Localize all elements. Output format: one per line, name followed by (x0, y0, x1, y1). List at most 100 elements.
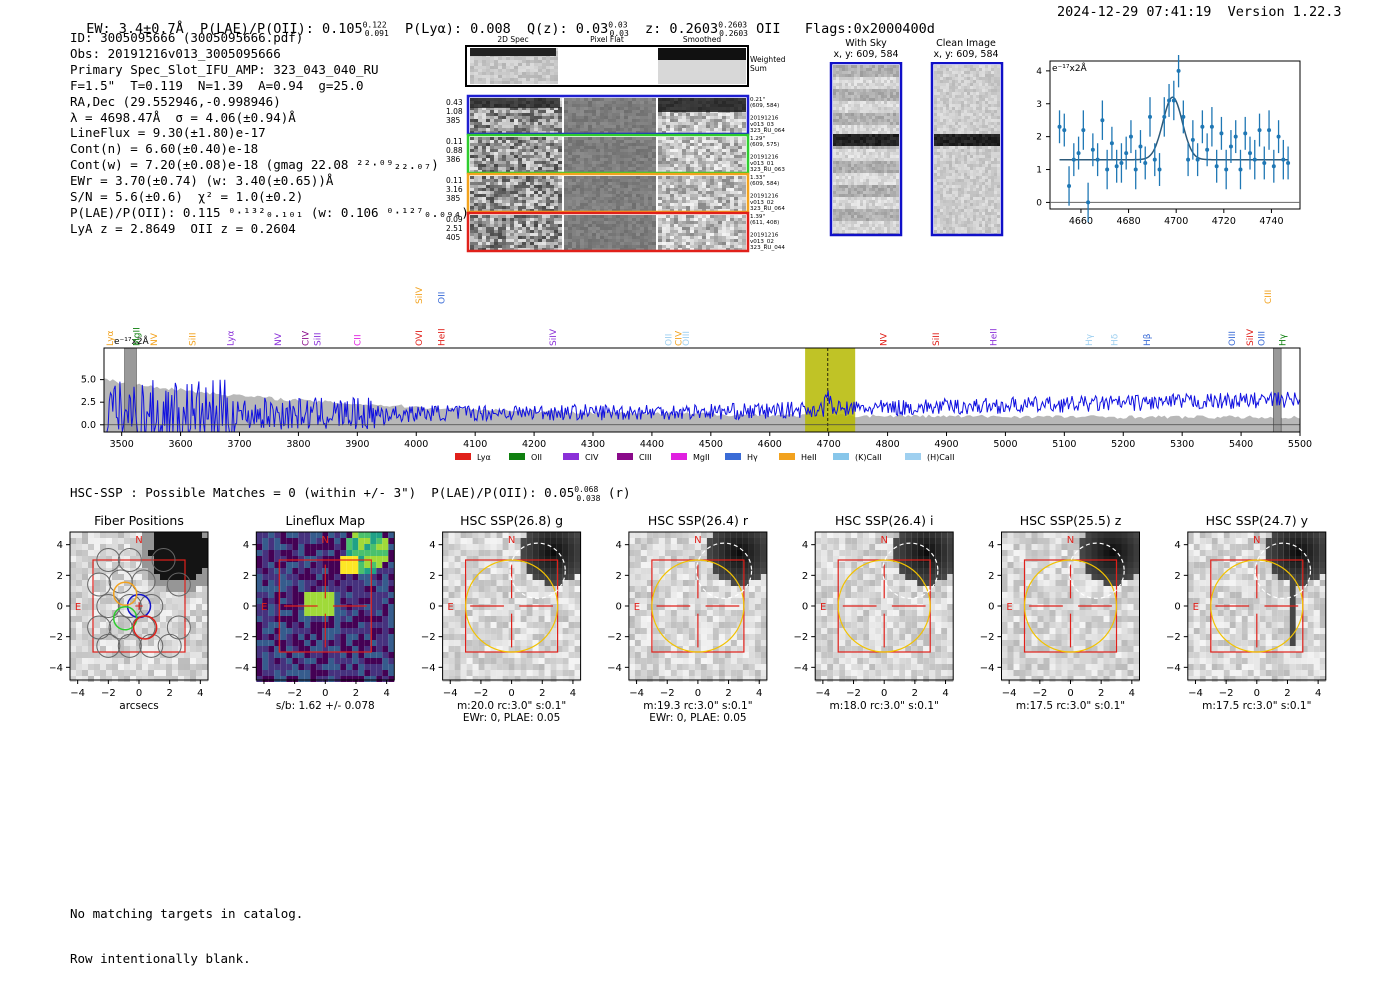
pixel (620, 137, 624, 140)
pixel (863, 80, 866, 83)
pixel (470, 224, 474, 227)
pixel (730, 194, 734, 197)
pixel (568, 116, 572, 119)
pixel (863, 191, 866, 194)
pixel (518, 215, 522, 218)
pixel (690, 167, 694, 170)
pixel (652, 197, 656, 200)
pixel (674, 122, 678, 125)
pixel (884, 110, 887, 113)
pixel (718, 167, 722, 170)
pixel (486, 227, 490, 230)
pixel (632, 236, 636, 239)
pixel (896, 71, 899, 74)
pixel (884, 113, 887, 116)
pixel (494, 143, 498, 146)
pixel (836, 65, 839, 68)
pixel (546, 233, 550, 236)
pixel (686, 161, 690, 164)
pixel (836, 101, 839, 104)
pixel (530, 60, 534, 63)
pixel (542, 167, 546, 170)
pixel (478, 227, 482, 230)
pixel (854, 68, 857, 71)
pixel (510, 60, 514, 63)
pixel (632, 197, 636, 200)
pixel (848, 86, 851, 89)
pixel (686, 236, 690, 239)
pixel (706, 116, 710, 119)
pixel (854, 179, 857, 182)
pixel (572, 176, 576, 179)
pixel (564, 104, 568, 107)
pixel (869, 146, 872, 149)
pixel (848, 188, 851, 191)
pixel (887, 86, 890, 89)
pixel (686, 221, 690, 224)
pixel (596, 215, 600, 218)
pixel (474, 218, 478, 221)
pixel (482, 122, 486, 125)
pixel (893, 218, 896, 221)
pixel (860, 122, 863, 125)
pixel (604, 137, 608, 140)
pixel (486, 137, 490, 140)
pixel (718, 182, 722, 185)
pixel (490, 164, 494, 167)
pixel (674, 143, 678, 146)
pixel (872, 215, 875, 218)
pixel (860, 131, 863, 134)
pixel (526, 215, 530, 218)
pixel (470, 203, 474, 206)
pixel (486, 125, 490, 128)
pixel (538, 242, 542, 245)
pixel (474, 185, 478, 188)
pixel (698, 137, 702, 140)
pixel (564, 224, 568, 227)
pixel (636, 224, 640, 227)
pixel (851, 164, 854, 167)
pixel (632, 137, 636, 140)
pixel (482, 128, 486, 131)
pixel (851, 170, 854, 173)
pixel (522, 230, 526, 233)
pixel (869, 149, 872, 152)
pixel (538, 72, 542, 75)
pixel (584, 236, 588, 239)
pixel (869, 110, 872, 113)
pixel (860, 185, 863, 188)
pixel (836, 206, 839, 209)
pixel (893, 122, 896, 125)
pixel (546, 182, 550, 185)
pixel (887, 197, 890, 200)
pixel (964, 80, 967, 83)
pixel (580, 221, 584, 224)
pixel (890, 95, 893, 98)
pixel (682, 215, 686, 218)
pixel (698, 206, 702, 209)
pixel (506, 158, 510, 161)
pixel (632, 116, 636, 119)
pixel (648, 188, 652, 191)
pixel (682, 185, 686, 188)
pixel (596, 164, 600, 167)
pixel (522, 60, 526, 63)
pixel (887, 155, 890, 158)
pixel (722, 179, 726, 182)
pixel (608, 182, 612, 185)
pixel (546, 164, 550, 167)
pixel (866, 71, 869, 74)
pixel (845, 146, 848, 149)
pixel (869, 209, 872, 212)
pixel (670, 143, 674, 146)
pixel (836, 173, 839, 176)
pixel (734, 113, 738, 116)
pixel (522, 182, 526, 185)
pixel (893, 125, 896, 128)
pixel (872, 71, 875, 74)
pixel (498, 230, 502, 233)
pixel (854, 167, 857, 170)
pixel (836, 188, 839, 191)
pixel (612, 176, 616, 179)
pixel (833, 161, 836, 164)
